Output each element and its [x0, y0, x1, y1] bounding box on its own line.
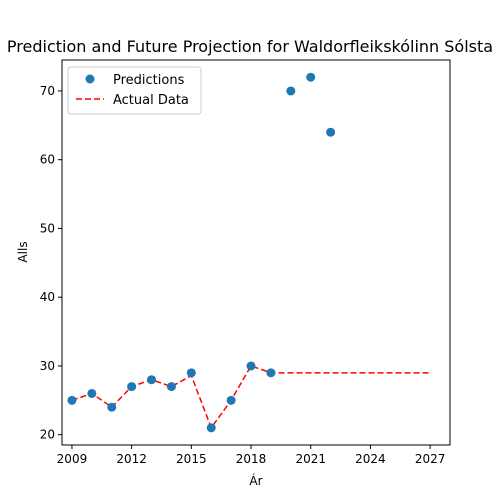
prediction-point: [166, 382, 176, 392]
y-tick-label: 60: [40, 153, 55, 167]
y-tick-label: 20: [40, 428, 55, 442]
prediction-point: [226, 395, 236, 405]
prediction-point: [206, 423, 216, 433]
x-axis-label: Ár: [249, 473, 262, 488]
x-tick-label: 2018: [236, 452, 267, 466]
prediction-point: [67, 395, 77, 405]
legend: Predictions Actual Data: [67, 66, 202, 115]
x-tick-label: 2009: [57, 452, 88, 466]
y-tick-label: 50: [40, 221, 55, 235]
prediction-point: [147, 375, 157, 385]
legend-box: [67, 66, 202, 115]
plot-area: [67, 72, 431, 433]
prediction-point: [246, 361, 256, 371]
chart-title: Prediction and Future Projection for Wal…: [7, 37, 493, 56]
y-tick-label: 40: [40, 290, 55, 304]
prediction-point: [326, 127, 336, 137]
legend-label-actual-data: Actual Data: [113, 93, 189, 108]
x-tick-label: 2024: [355, 452, 386, 466]
prediction-point: [186, 368, 196, 378]
legend-marker-predictions: [85, 74, 95, 84]
prediction-point: [87, 388, 97, 398]
y-axis-label: Alls: [16, 241, 30, 262]
legend-label-predictions: Predictions: [113, 73, 185, 88]
x-tick-label: 2021: [295, 452, 326, 466]
prediction-point: [127, 382, 137, 392]
prediction-point: [107, 402, 117, 412]
x-tick-label: 2027: [415, 452, 446, 466]
prediction-point: [266, 368, 276, 378]
plot-frame: [61, 59, 451, 446]
y-tick-label: 70: [40, 84, 55, 98]
y-tick-label: 30: [40, 359, 55, 373]
prediction-point: [306, 72, 316, 82]
x-tick-label: 2015: [176, 452, 207, 466]
x-tick-label: 2012: [116, 452, 147, 466]
prediction-point: [286, 86, 296, 96]
